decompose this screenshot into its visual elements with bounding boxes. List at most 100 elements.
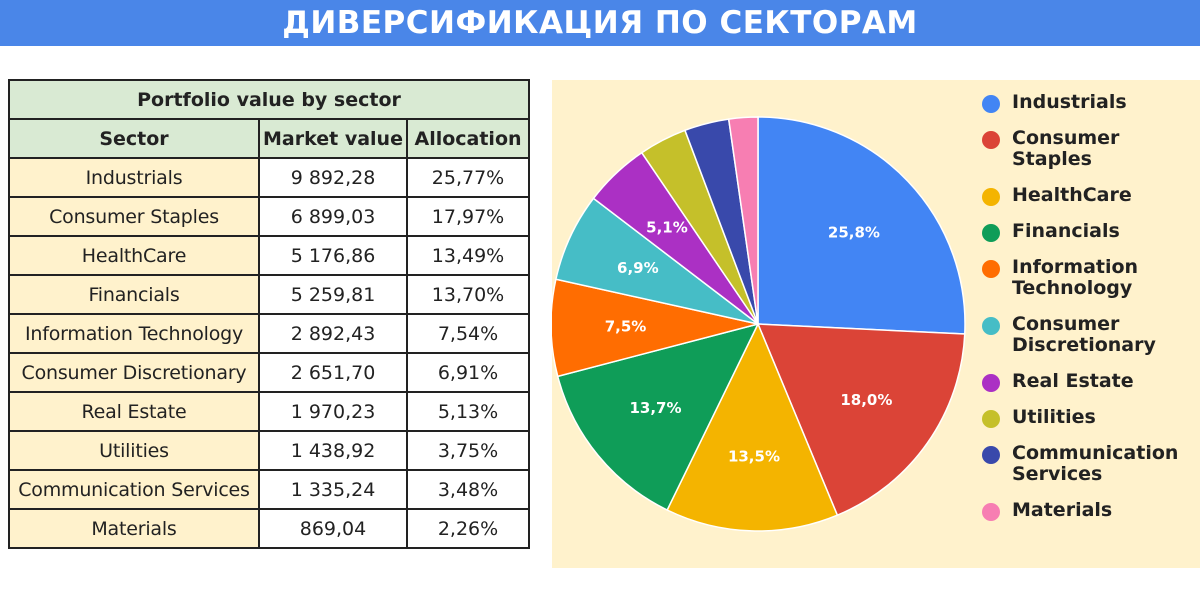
market-value-cell: 1 335,24 [258,469,408,510]
table-row: Utilities 1 438,92 3,75% [8,430,531,471]
table-row: Consumer Discretionary 2 651,70 6,91% [8,352,531,393]
market-value-cell: 869,04 [258,508,408,549]
slice-label: 7,5% [605,317,647,335]
slice-label: 5,1% [646,219,688,237]
legend-label-line: Discretionary [1012,334,1156,356]
legend-item: HealthCare [982,185,1182,206]
pie-slice-materials [727,116,759,325]
legend-label: Industrials [1012,92,1182,113]
legend-label-line: Consumer [1012,127,1120,149]
legend-label-line: HealthCare [1012,184,1132,206]
sector-cell: Utilities [8,430,260,471]
legend-swatch [982,446,1000,464]
table-row: Information Technology 2 892,43 7,54% [8,313,531,354]
market-value-cell: 6 899,03 [258,196,408,237]
market-value-cell: 9 892,28 [258,157,408,198]
header-allocation: Allocation [405,118,531,159]
pie-slice-healthcare [666,322,839,532]
legend-label-line: Information [1012,256,1139,278]
slice-label: 13,5% [728,447,780,465]
header-sector: Sector [8,118,260,159]
slice-label: 6,9% [617,259,659,277]
legend-item: Utilities [982,407,1182,428]
allocation-cell: 7,54% [405,313,531,354]
page-title: ДИВЕРСИФИКАЦИЯ ПО СЕКТОРАМ [282,5,918,41]
market-value-cell: 5 259,81 [258,274,408,315]
sector-cell: Financials [8,274,260,315]
sector-cell: Industrials [8,157,260,198]
table-row: Materials 869,04 2,26% [8,508,531,549]
legend-label: Utilities [1012,407,1182,428]
pie-chart: 25,8% 18,0% 13,5% 13,7% 7,5% 6,9% 5,1% [552,116,966,532]
legend-item: Communication Services [982,443,1182,485]
legend-item: Real Estate [982,371,1182,392]
legend-label: Real Estate [1012,371,1182,392]
market-value-cell: 2 651,70 [258,352,408,393]
legend-item: Information Technology [982,257,1182,299]
allocation-cell: 17,97% [405,196,531,237]
market-value-cell: 2 892,43 [258,313,408,354]
legend-swatch [982,410,1000,428]
market-value-cell: 1 970,23 [258,391,408,432]
legend-label-line: Services [1012,463,1103,485]
legend-label: Communication Services [1012,443,1182,485]
table-row: Communication Services 1 335,24 3,48% [8,469,531,510]
pie-slice-consumer-staples [756,323,966,517]
legend-label-line: Technology [1012,277,1133,299]
allocation-cell: 3,48% [405,469,531,510]
header-market-value: Market value [258,118,408,159]
legend-label-line: Staples [1012,148,1092,170]
legend-label-line: Materials [1012,499,1113,521]
sector-cell: Consumer Discretionary [8,352,260,393]
allocation-cell: 3,75% [405,430,531,471]
allocation-cell: 13,70% [405,274,531,315]
table-caption: Portfolio value by sector [7,79,531,120]
allocation-cell: 2,26% [405,508,531,549]
legend-item: Consumer Staples [982,128,1182,170]
sector-cell: Consumer Staples [8,196,260,237]
legend-label-line: Financials [1012,220,1120,242]
table-row: Consumer Staples 6 899,03 17,97% [8,196,531,237]
sector-cell: Materials [8,508,260,549]
pie-slice-financials [556,322,760,512]
chart-panel: 25,8% 18,0% 13,5% 13,7% 7,5% 6,9% 5,1% Industr… [552,80,1200,568]
slice-label: 13,7% [629,399,681,417]
title-bar: ДИВЕРСИФИКАЦИЯ ПО СЕКТОРАМ [0,0,1200,46]
legend-item: Consumer Discretionary [982,314,1182,356]
sector-cell: Information Technology [8,313,260,354]
legend-item: Industrials [982,92,1182,113]
legend-label: HealthCare [1012,185,1182,206]
legend-label: Consumer Discretionary [1012,314,1182,356]
legend-label: Financials [1012,221,1182,242]
allocation-cell: 6,91% [405,352,531,393]
table-row: HealthCare 5 176,86 13,49% [8,235,531,276]
legend-item: Financials [982,221,1182,242]
table-body: Industrials 9 892,28 25,77% Consumer Staple… [8,157,531,549]
pie-slice-industrials [757,116,966,335]
sector-cell: Communication Services [8,469,260,510]
legend-swatch [982,95,1000,113]
sector-cell: HealthCare [8,235,260,276]
legend-swatch [982,374,1000,392]
table-row: Real Estate 1 970,23 5,13% [8,391,531,432]
table-row: Financials 5 259,81 13,70% [8,274,531,315]
legend-swatch [982,224,1000,242]
slice-label: 18,0% [840,391,892,409]
sector-cell: Real Estate [8,391,260,432]
legend-swatch [982,503,1000,521]
legend-label-line: Communication [1012,442,1179,464]
legend-label-line: Industrials [1012,91,1127,113]
legend-label: Materials [1012,500,1182,521]
portfolio-table: Portfolio value by sector Sector Market … [7,79,531,549]
legend-label-line: Consumer [1012,313,1120,335]
market-value-cell: 5 176,86 [258,235,408,276]
allocation-cell: 5,13% [405,391,531,432]
pie-slice-information-technology [552,278,759,378]
table-row: Industrials 9 892,28 25,77% [8,157,531,198]
allocation-cell: 25,77% [405,157,531,198]
legend-label: Information Technology [1012,257,1182,299]
legend-swatch [982,260,1000,278]
legend-label-line: Real Estate [1012,370,1134,392]
market-value-cell: 1 438,92 [258,430,408,471]
allocation-cell: 13,49% [405,235,531,276]
